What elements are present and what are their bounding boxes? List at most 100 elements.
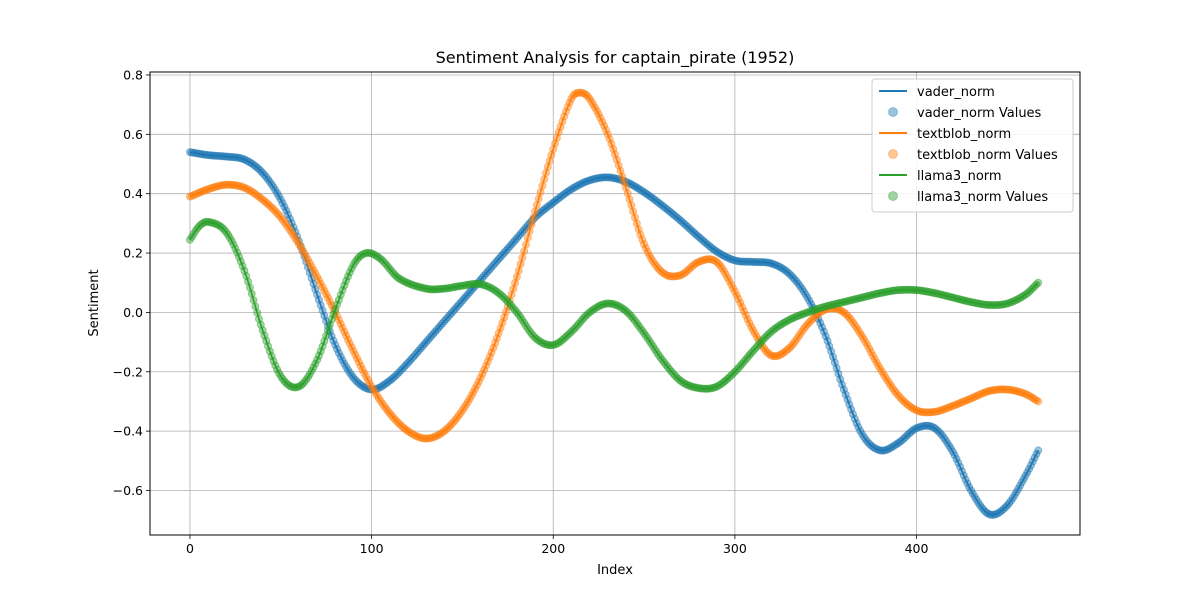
textblob_norm-point [892, 389, 901, 398]
llama3_norm-point [632, 319, 641, 328]
textblob_norm-values-legend-label: textblob_norm Values [917, 148, 1058, 163]
textblob_norm-point [422, 434, 431, 443]
llama3_norm-point [903, 285, 912, 294]
textblob_norm-point [563, 102, 572, 111]
vader_norm-point [362, 384, 371, 393]
llama3_norm-point [509, 303, 518, 312]
vader_norm-point [665, 207, 674, 216]
textblob_norm-point [233, 181, 242, 190]
textblob_norm-point [972, 392, 981, 401]
llama3_norm-point [353, 255, 362, 264]
vader_norm-point [311, 285, 320, 294]
vader_norm-point [402, 360, 411, 369]
textblob_norm-point [267, 203, 276, 212]
vader_norm-point [207, 151, 216, 160]
textblob_norm-point [491, 339, 500, 348]
textblob_norm-point [794, 332, 803, 341]
llama3_norm-point [883, 287, 892, 296]
vader_norm-point [334, 349, 343, 358]
textblob_norm-point [661, 270, 670, 279]
llama3_norm-point [698, 384, 707, 393]
y-tick-label: −0.2 [113, 364, 143, 379]
llama3_norm-point [449, 283, 458, 292]
vader_norm-point [848, 410, 857, 419]
textblob_norm-point [391, 415, 400, 424]
llama3_norm-point [320, 337, 329, 346]
vader_norm-point [783, 268, 792, 277]
llama3_norm-point [393, 272, 402, 281]
llama3_norm-point [945, 292, 954, 301]
textblob_norm-point [512, 272, 521, 281]
llama3_norm-point [436, 284, 445, 293]
vader_norm-point [943, 438, 952, 447]
llama3_norm-point [416, 283, 425, 292]
vader_norm-point [859, 432, 868, 441]
llama3_norm-point [195, 222, 204, 231]
textblob_norm-point [394, 419, 403, 428]
textblob_norm-point [585, 94, 594, 103]
llama3_norm-point [487, 284, 496, 293]
llama3_norm-point [531, 333, 540, 342]
vader_norm-point [185, 148, 194, 157]
textblob_norm-point [334, 315, 343, 324]
llama3_norm-point [432, 285, 441, 294]
llama3_norm-point [774, 322, 783, 331]
vader_norm-point [260, 170, 269, 179]
llama3_norm-point [264, 342, 273, 351]
llama3_norm-point [215, 221, 224, 230]
llama3_norm-point [302, 375, 311, 384]
llama3_norm-point [465, 280, 474, 289]
llama3_norm-point [939, 291, 948, 300]
vader_norm-point [318, 306, 327, 315]
llama3_norm-point [678, 377, 687, 386]
llama3_norm-point [894, 286, 903, 295]
textblob_norm-point [709, 255, 718, 264]
vader_norm-point [414, 346, 423, 355]
textblob_norm-point [522, 240, 531, 249]
llama3_norm-point [429, 285, 438, 294]
llama3_norm-point [322, 331, 331, 340]
textblob_norm-point [191, 190, 200, 199]
llama3_norm-point [687, 382, 696, 391]
vader_norm-point [939, 433, 948, 442]
textblob_norm-point [676, 271, 685, 280]
vader_norm-point [331, 341, 340, 350]
vader_norm-point [983, 509, 992, 518]
llama3_norm-point [403, 279, 412, 288]
llama3_norm-point [576, 317, 585, 326]
llama3_norm-point [977, 300, 986, 309]
vader_norm-point [500, 248, 509, 257]
vader_norm-point [676, 216, 685, 225]
textblob_norm-point [957, 398, 966, 407]
llama3_norm-point [387, 267, 396, 276]
vader_norm-point [921, 421, 930, 430]
vader_norm-point [667, 208, 676, 217]
llama3_norm-point [1010, 296, 1019, 305]
llama3_norm-point [701, 384, 710, 393]
textblob_norm-point [925, 408, 934, 417]
textblob_norm-point [574, 88, 583, 97]
textblob_norm-point [603, 130, 612, 139]
llama3_norm-point [612, 301, 621, 310]
llama3_norm-point [234, 252, 243, 261]
vader_norm-point [264, 175, 273, 184]
llama3_norm-point [224, 230, 233, 239]
llama3_norm-point [954, 294, 963, 303]
textblob_norm-point [890, 387, 899, 396]
llama3_norm-point [925, 288, 934, 297]
llama3_norm-point [972, 299, 981, 308]
vader_norm-point [589, 175, 598, 184]
llama3_norm-point [349, 260, 358, 269]
vader_norm-point [932, 425, 941, 434]
textblob_norm-point [863, 341, 872, 350]
vader_norm-point [307, 274, 316, 283]
vader_norm-point [772, 261, 781, 270]
vader_norm-point [979, 505, 988, 514]
textblob_norm-point [787, 342, 796, 351]
llama3_norm-point [672, 373, 681, 382]
textblob_norm-point [347, 343, 356, 352]
textblob_norm-point [977, 389, 986, 398]
textblob_norm-point [558, 117, 567, 126]
textblob_norm-point [307, 262, 316, 271]
llama3_norm-point [422, 284, 431, 293]
